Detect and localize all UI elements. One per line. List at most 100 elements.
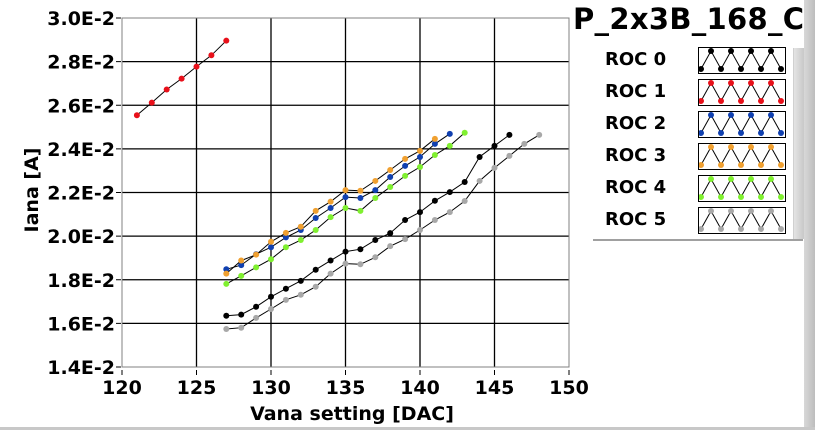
data-point (268, 293, 274, 300)
data-point (223, 37, 230, 44)
legend-label: ROC 4 (605, 177, 667, 198)
legend-swatch-icon (698, 175, 786, 202)
data-point (446, 189, 453, 196)
x-tick-label: 150 (549, 377, 589, 399)
y-tick-label: 2.0E-2 (47, 226, 115, 248)
legend-swatch-icon (698, 207, 786, 234)
legend-label: ROC 0 (605, 49, 667, 70)
data-point (431, 197, 438, 204)
data-point (402, 216, 409, 223)
bottom-border (0, 427, 815, 430)
legend-swatch-icon (698, 79, 786, 106)
data-point (372, 194, 379, 201)
legend-scrollbar[interactable] (793, 48, 804, 239)
data-point (446, 209, 453, 216)
data-point (476, 153, 483, 160)
data-point (282, 285, 289, 292)
axis-ticks: 120 125 130 135 140 145 150 1.4E-2 1.6E-2 1.8E-2 2… (47, 8, 589, 399)
data-point (223, 326, 230, 333)
data-point (372, 237, 379, 244)
series-line (226, 133, 451, 270)
data-point (372, 254, 379, 261)
data-point (342, 248, 349, 255)
data-point (402, 162, 409, 169)
data-point (312, 207, 319, 214)
series-layer (133, 37, 543, 333)
data-point (357, 187, 364, 194)
data-point (223, 270, 230, 277)
legend-swatch-icon (698, 47, 786, 74)
legend-item[interactable]: ROC 3 (593, 143, 793, 171)
y-tick-label: 2.6E-2 (47, 95, 115, 117)
legend-item[interactable]: ROC 2 (593, 111, 793, 139)
x-tick-label: 135 (326, 377, 366, 399)
plot-area (121, 17, 570, 368)
data-point (178, 75, 185, 82)
series-roc-3 (223, 135, 438, 277)
x-tick-label: 145 (475, 377, 515, 399)
y-tick-label: 1.8E-2 (47, 270, 115, 292)
data-point (327, 214, 334, 221)
data-point (431, 216, 438, 223)
data-point (387, 184, 394, 191)
data-point (357, 246, 364, 253)
data-point (297, 277, 304, 284)
data-point (357, 207, 364, 214)
legend-label: ROC 3 (605, 145, 667, 166)
window-scrollbar[interactable] (804, 0, 815, 430)
x-tick-label: 125 (177, 377, 217, 399)
data-point (342, 204, 349, 211)
x-tick-label: 140 (400, 377, 440, 399)
data-point (402, 155, 409, 162)
data-point (387, 167, 394, 174)
data-point (312, 283, 319, 290)
legend-label: ROC 2 (605, 113, 667, 134)
data-point (461, 179, 468, 186)
data-point (372, 187, 379, 194)
y-tick-label: 1.4E-2 (47, 357, 115, 379)
data-point (268, 238, 274, 245)
data-point (327, 198, 334, 205)
data-point (253, 303, 260, 310)
legend-swatch-icon (698, 143, 786, 170)
data-point (282, 229, 289, 236)
data-point (446, 130, 453, 137)
legend-item[interactable]: ROC 5 (593, 207, 793, 235)
y-tick-label: 2.4E-2 (47, 139, 115, 161)
data-point (193, 63, 200, 70)
legend-swatch-icon (698, 111, 786, 138)
data-point (163, 86, 170, 93)
series-roc-1 (133, 37, 230, 119)
data-point (461, 129, 468, 136)
series-roc-4 (223, 129, 468, 287)
y-tick-label: 2.2E-2 (47, 183, 115, 205)
data-point (506, 152, 513, 159)
data-point (208, 52, 215, 59)
chart-title: P_2x3B_168_C (573, 2, 805, 36)
data-point (327, 257, 334, 264)
data-point (476, 177, 483, 184)
series-line (226, 134, 540, 330)
data-point (461, 198, 468, 205)
y-axis-title: Iana [A] (21, 148, 43, 233)
legend-item[interactable]: ROC 1 (593, 79, 793, 107)
data-point (327, 270, 334, 277)
x-tick-label: 130 (251, 377, 291, 399)
legend-item[interactable]: ROC 0 (593, 47, 793, 75)
data-point (282, 234, 289, 241)
data-point (223, 312, 230, 319)
legend-label: ROC 5 (605, 209, 667, 230)
series-roc-5 (223, 131, 543, 333)
data-point (327, 204, 334, 211)
legend-label: ROC 1 (605, 81, 667, 102)
data-point (417, 163, 423, 170)
data-point (253, 251, 260, 258)
data-point (342, 194, 349, 201)
data-point (372, 177, 379, 184)
legend-item[interactable]: ROC 4 (593, 175, 793, 203)
data-point (446, 142, 453, 149)
data-point (312, 215, 319, 222)
data-point (297, 237, 304, 244)
y-tick-label: 3.0E-2 (47, 8, 115, 30)
